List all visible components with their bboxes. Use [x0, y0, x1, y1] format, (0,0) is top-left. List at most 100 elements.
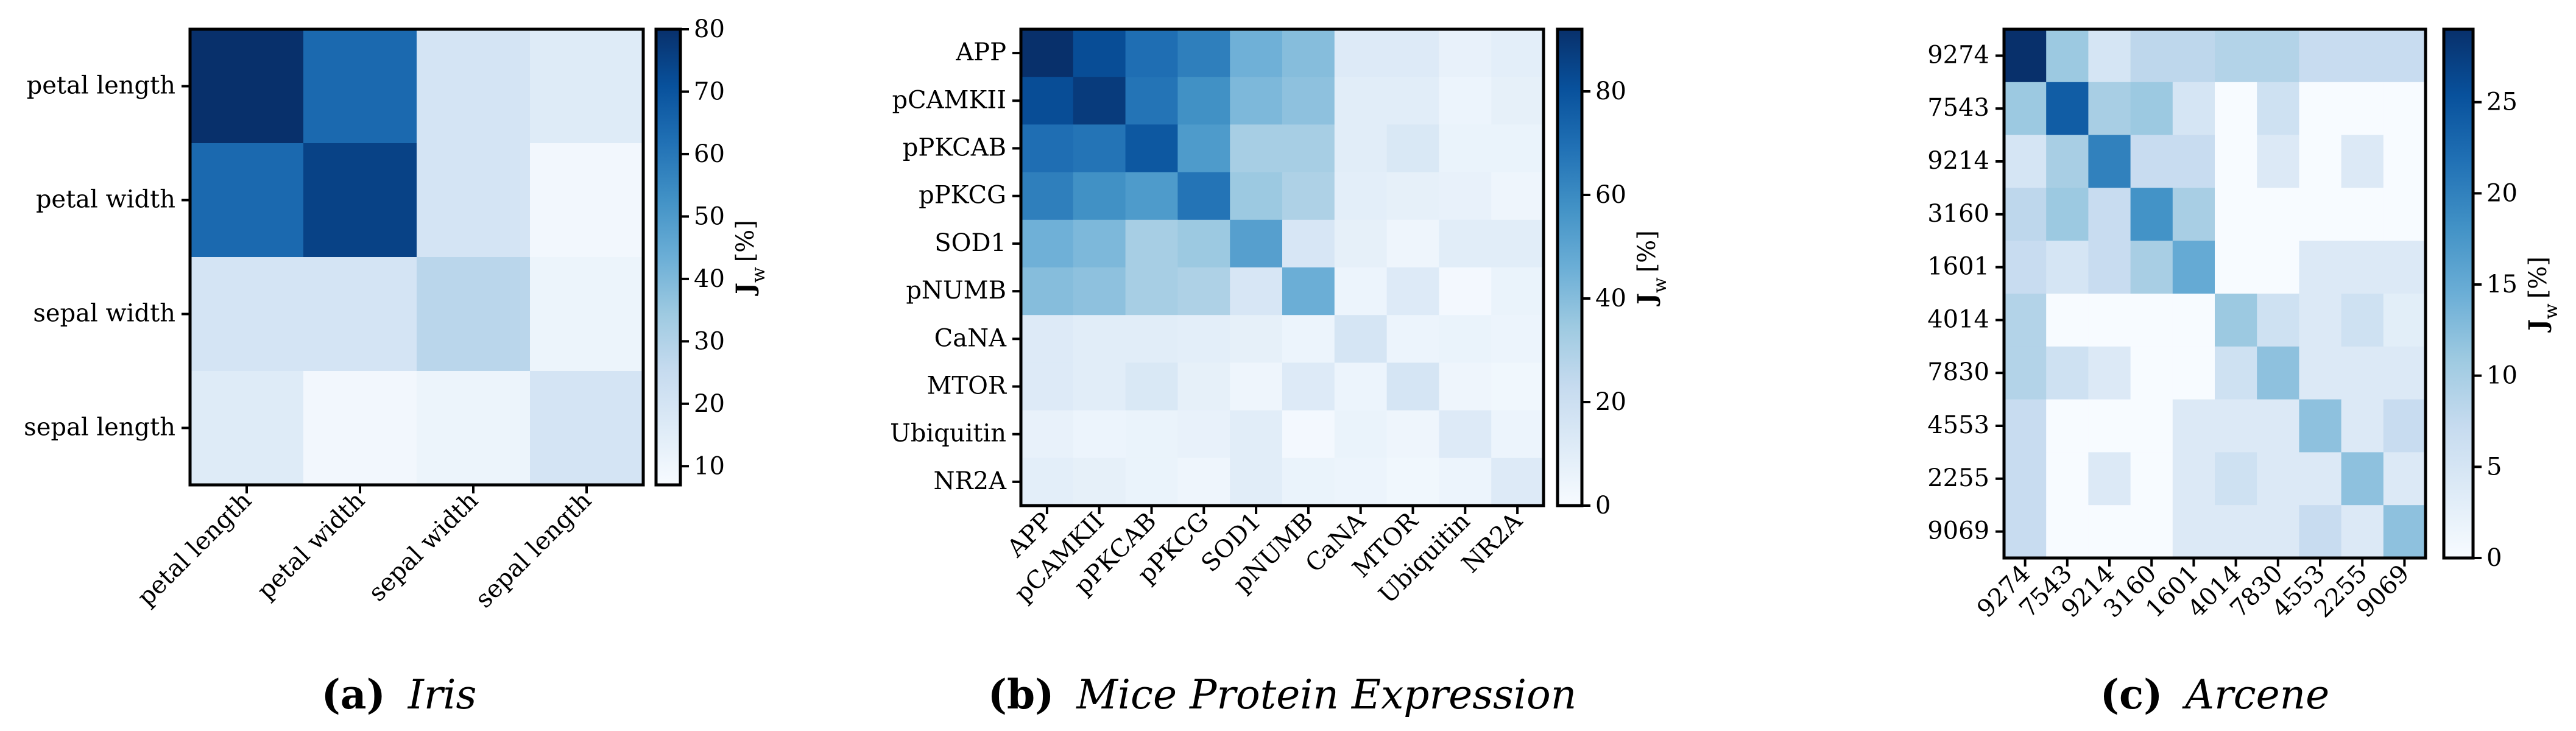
panel-c-cell-r0-c1	[2046, 29, 2089, 83]
panel-b-row-label: Ubiquitin	[890, 420, 1006, 448]
panel-a-colorbar-frame	[654, 27, 682, 487]
panel-c-cell-r5-c8	[2341, 294, 2384, 347]
panel-b-cell-r5-c0	[1021, 267, 1074, 316]
panel-a-cell-r0-c0	[190, 29, 304, 144]
panel-c-cell-r7-c8	[2341, 399, 2384, 453]
panel-a-cell-r1-c3	[530, 143, 644, 258]
panel-c-frame	[2002, 27, 2427, 560]
panel-c-cell-r1-c4	[2172, 82, 2215, 136]
panel-b-cell-r1-c1	[1073, 77, 1126, 125]
panel-b-row-label: CaNA	[934, 324, 1007, 352]
panel-c-cell-r3-c4	[2172, 188, 2215, 241]
panel-b-cell-r4-c7	[1386, 219, 1439, 268]
panel-b-cell-r0-c9	[1491, 29, 1544, 77]
panel-b-colorbar: 0 20 40 60 80 Jw[%]	[1556, 27, 1671, 520]
panel-c-cell-r3-c7	[2299, 188, 2342, 241]
panel-b-colorbar-label: Jw[%]	[1632, 230, 1671, 306]
panel-c-cell-r8-c9	[2383, 452, 2426, 506]
panel-a-cell-r2-c0	[190, 257, 304, 372]
panel-a-colorbar-gradient	[656, 29, 680, 485]
panel-b-frame	[1019, 27, 1545, 507]
panel-b-cell-r1-c5	[1282, 77, 1335, 125]
panel-c-cell-r3-c0	[2004, 188, 2047, 241]
panel-c-cell-r8-c5	[2215, 452, 2257, 506]
panel-c-cell-r9-c2	[2088, 505, 2131, 559]
panel-c-cell-r0-c0	[2004, 29, 2047, 83]
panel-b-cell-r5-c3	[1177, 267, 1230, 316]
panel-c-cell-r8-c8	[2341, 452, 2384, 506]
panel-a-colorbar-tick-label: 10	[694, 452, 725, 480]
panel-b-cell-r5-c9	[1491, 267, 1544, 316]
panel-c-cell-r0-c2	[2088, 29, 2131, 83]
panel-c-cell-r9-c3	[2130, 505, 2173, 559]
panel-b-row-label: NR2A	[934, 467, 1007, 495]
panel-b-cell-r9-c8	[1439, 457, 1492, 506]
panel-c-colorbar-label: Jw[%]	[2524, 256, 2562, 333]
panel-b-cell-r3-c9	[1491, 172, 1544, 221]
panel-b-cell-r2-c9	[1491, 124, 1544, 173]
panel-c-cell-r1-c3	[2130, 82, 2173, 136]
panel-c-cell-r6-c3	[2130, 346, 2173, 400]
panel-c-cell-r4-c3	[2130, 241, 2173, 294]
panel-a-caption: (a) Iris	[322, 671, 477, 718]
panel-c-cell-r6-c2	[2088, 346, 2131, 400]
panel-b-row-labels: APP pCAMKII pPKCAB pPKCG SOD1 pNUMB CaNA MTOR Ub…	[890, 38, 1021, 495]
panel-c-cell-r4-c5	[2215, 241, 2257, 294]
panel-b-cell-r0-c1	[1073, 29, 1126, 77]
panel-b-cell-r1-c7	[1386, 77, 1439, 125]
panel-c-cell-r4-c0	[2004, 241, 2047, 294]
panel-b-cell-r1-c0	[1021, 77, 1074, 125]
panel-b-cell-r8-c8	[1439, 410, 1492, 459]
panel-c-tag: (c)	[2100, 671, 2163, 718]
panel-a-cells	[190, 29, 644, 486]
panel-c-row-label: 7543	[1927, 94, 1989, 122]
panel-b-cell-r5-c4	[1230, 267, 1283, 316]
panel-c-cell-r8-c4	[2172, 452, 2215, 506]
panel-b-cell-r3-c1	[1073, 172, 1126, 221]
panel-a-cell-r0-c1	[303, 29, 417, 144]
panel-b-cell-r9-c0	[1021, 457, 1074, 506]
panel-b-cell-r0-c2	[1125, 29, 1178, 77]
panel-b-row-label: SOD1	[934, 229, 1006, 257]
panel-b-cell-r3-c7	[1386, 172, 1439, 221]
panel-b-cell-r7-c4	[1230, 362, 1283, 411]
panel-b-cell-r1-c6	[1334, 77, 1388, 125]
panel-a-title: Iris	[408, 671, 477, 718]
panel-b-cell-r7-c5	[1282, 362, 1335, 411]
panel-a-cell-r3-c0	[190, 371, 304, 486]
panel-b-cell-r0-c6	[1334, 29, 1388, 77]
panel-b-cell-r9-c6	[1334, 457, 1388, 506]
panel-c-cell-r1-c7	[2299, 82, 2342, 136]
panel-c-cell-r4-c2	[2088, 241, 2131, 294]
panel-b-row-label: pPKCG	[919, 182, 1006, 210]
panel-c-cell-r4-c6	[2257, 241, 2299, 294]
panel-b-cell-r0-c5	[1282, 29, 1335, 77]
panel-b-cell-r3-c0	[1021, 172, 1074, 221]
panel-b-cell-r5-c1	[1073, 267, 1126, 316]
panel-c-cells	[2004, 29, 2426, 559]
panel-a-row-label: sepal width	[33, 300, 175, 328]
panel-c-cell-r4-c9	[2383, 241, 2426, 294]
panel-b-cell-r2-c3	[1177, 124, 1230, 173]
panel-b-col-labels: APPpCAMKIIpPKCABpPKCGSOD1pNUMBCaNAMTORUb…	[1001, 506, 1528, 609]
panel-b-colorbar-gradient	[1558, 29, 1582, 506]
panel-c-cell-r1-c5	[2215, 82, 2257, 136]
panel-b-cell-r5-c7	[1386, 267, 1439, 316]
panel-c-title: Arcene	[2181, 671, 2329, 718]
panel-b-cell-r8-c7	[1386, 410, 1439, 459]
panel-b-cell-r6-c3	[1177, 315, 1230, 363]
panel-b-cell-r1-c8	[1439, 77, 1492, 125]
panel-c-cell-r9-c6	[2257, 505, 2299, 559]
panel-c-cell-r6-c1	[2046, 346, 2089, 400]
panel-b-row-label: MTOR	[926, 372, 1007, 400]
panel-b-cell-r6-c8	[1439, 315, 1492, 363]
panel-b-cell-r2-c4	[1230, 124, 1283, 173]
panel-b-cell-r8-c6	[1334, 410, 1388, 459]
panel-b-row-label: APP	[955, 38, 1006, 66]
panel-b-cell-r2-c6	[1334, 124, 1388, 173]
panel-c-cell-r2-c5	[2215, 135, 2257, 188]
panel-b-colorbar-tick-label: 20	[1595, 388, 1626, 416]
panel-b-cell-r9-c1	[1073, 457, 1126, 506]
panel-b-cell-r7-c7	[1386, 362, 1439, 411]
